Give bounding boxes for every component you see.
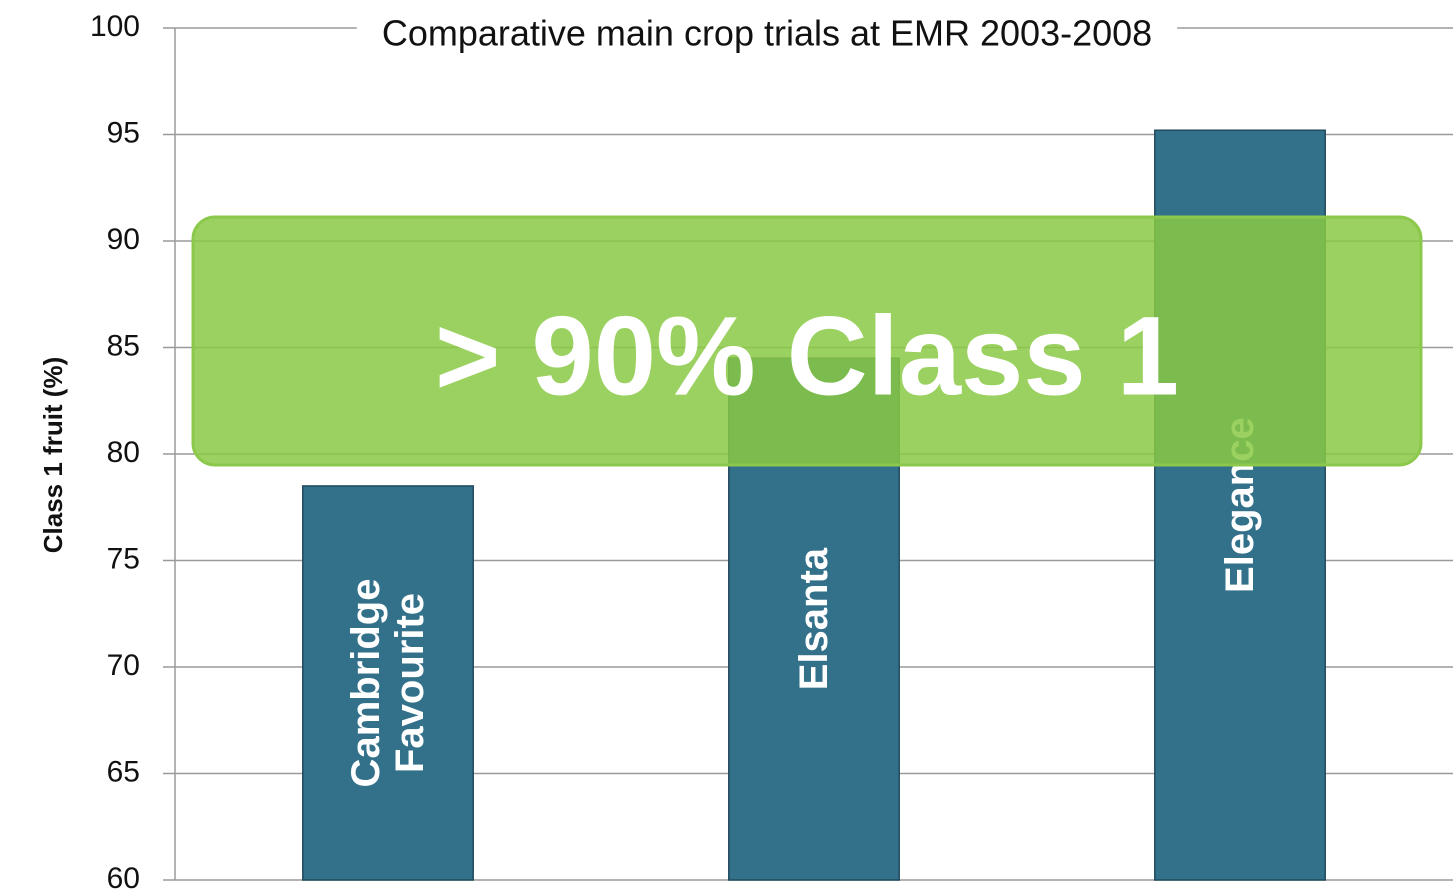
- y-tick-label: 100: [90, 10, 140, 43]
- category-label: Elsanta: [791, 547, 836, 691]
- category-label-box: Cambridge Favourite: [343, 578, 432, 788]
- y-tick-label: 95: [107, 116, 140, 149]
- category-label-group: Elsanta: [791, 547, 836, 691]
- chart-title: Comparative main crop trials at EMR 2003…: [382, 13, 1152, 54]
- y-tick-label: 80: [107, 436, 140, 469]
- y-tick-label: 75: [107, 542, 140, 575]
- category-label: Cambridge Favourite: [343, 578, 432, 788]
- title-background: [356, 12, 1178, 54]
- y-tick-label: 60: [107, 862, 140, 894]
- annotation-box: [191, 215, 1423, 467]
- y-tick-label: 65: [107, 755, 140, 788]
- bar: [302, 485, 474, 881]
- category-label-group: Cambridge Favourite: [343, 578, 432, 788]
- category-label-box: Elsanta: [791, 547, 836, 691]
- y-axis-label: Class 1 fruit (%): [38, 357, 68, 554]
- y-tick-label: 90: [107, 223, 140, 256]
- y-tick-label: 70: [107, 649, 140, 682]
- y-tick-label: 85: [107, 329, 140, 362]
- annotation: > 90% Class 1: [435, 294, 1179, 419]
